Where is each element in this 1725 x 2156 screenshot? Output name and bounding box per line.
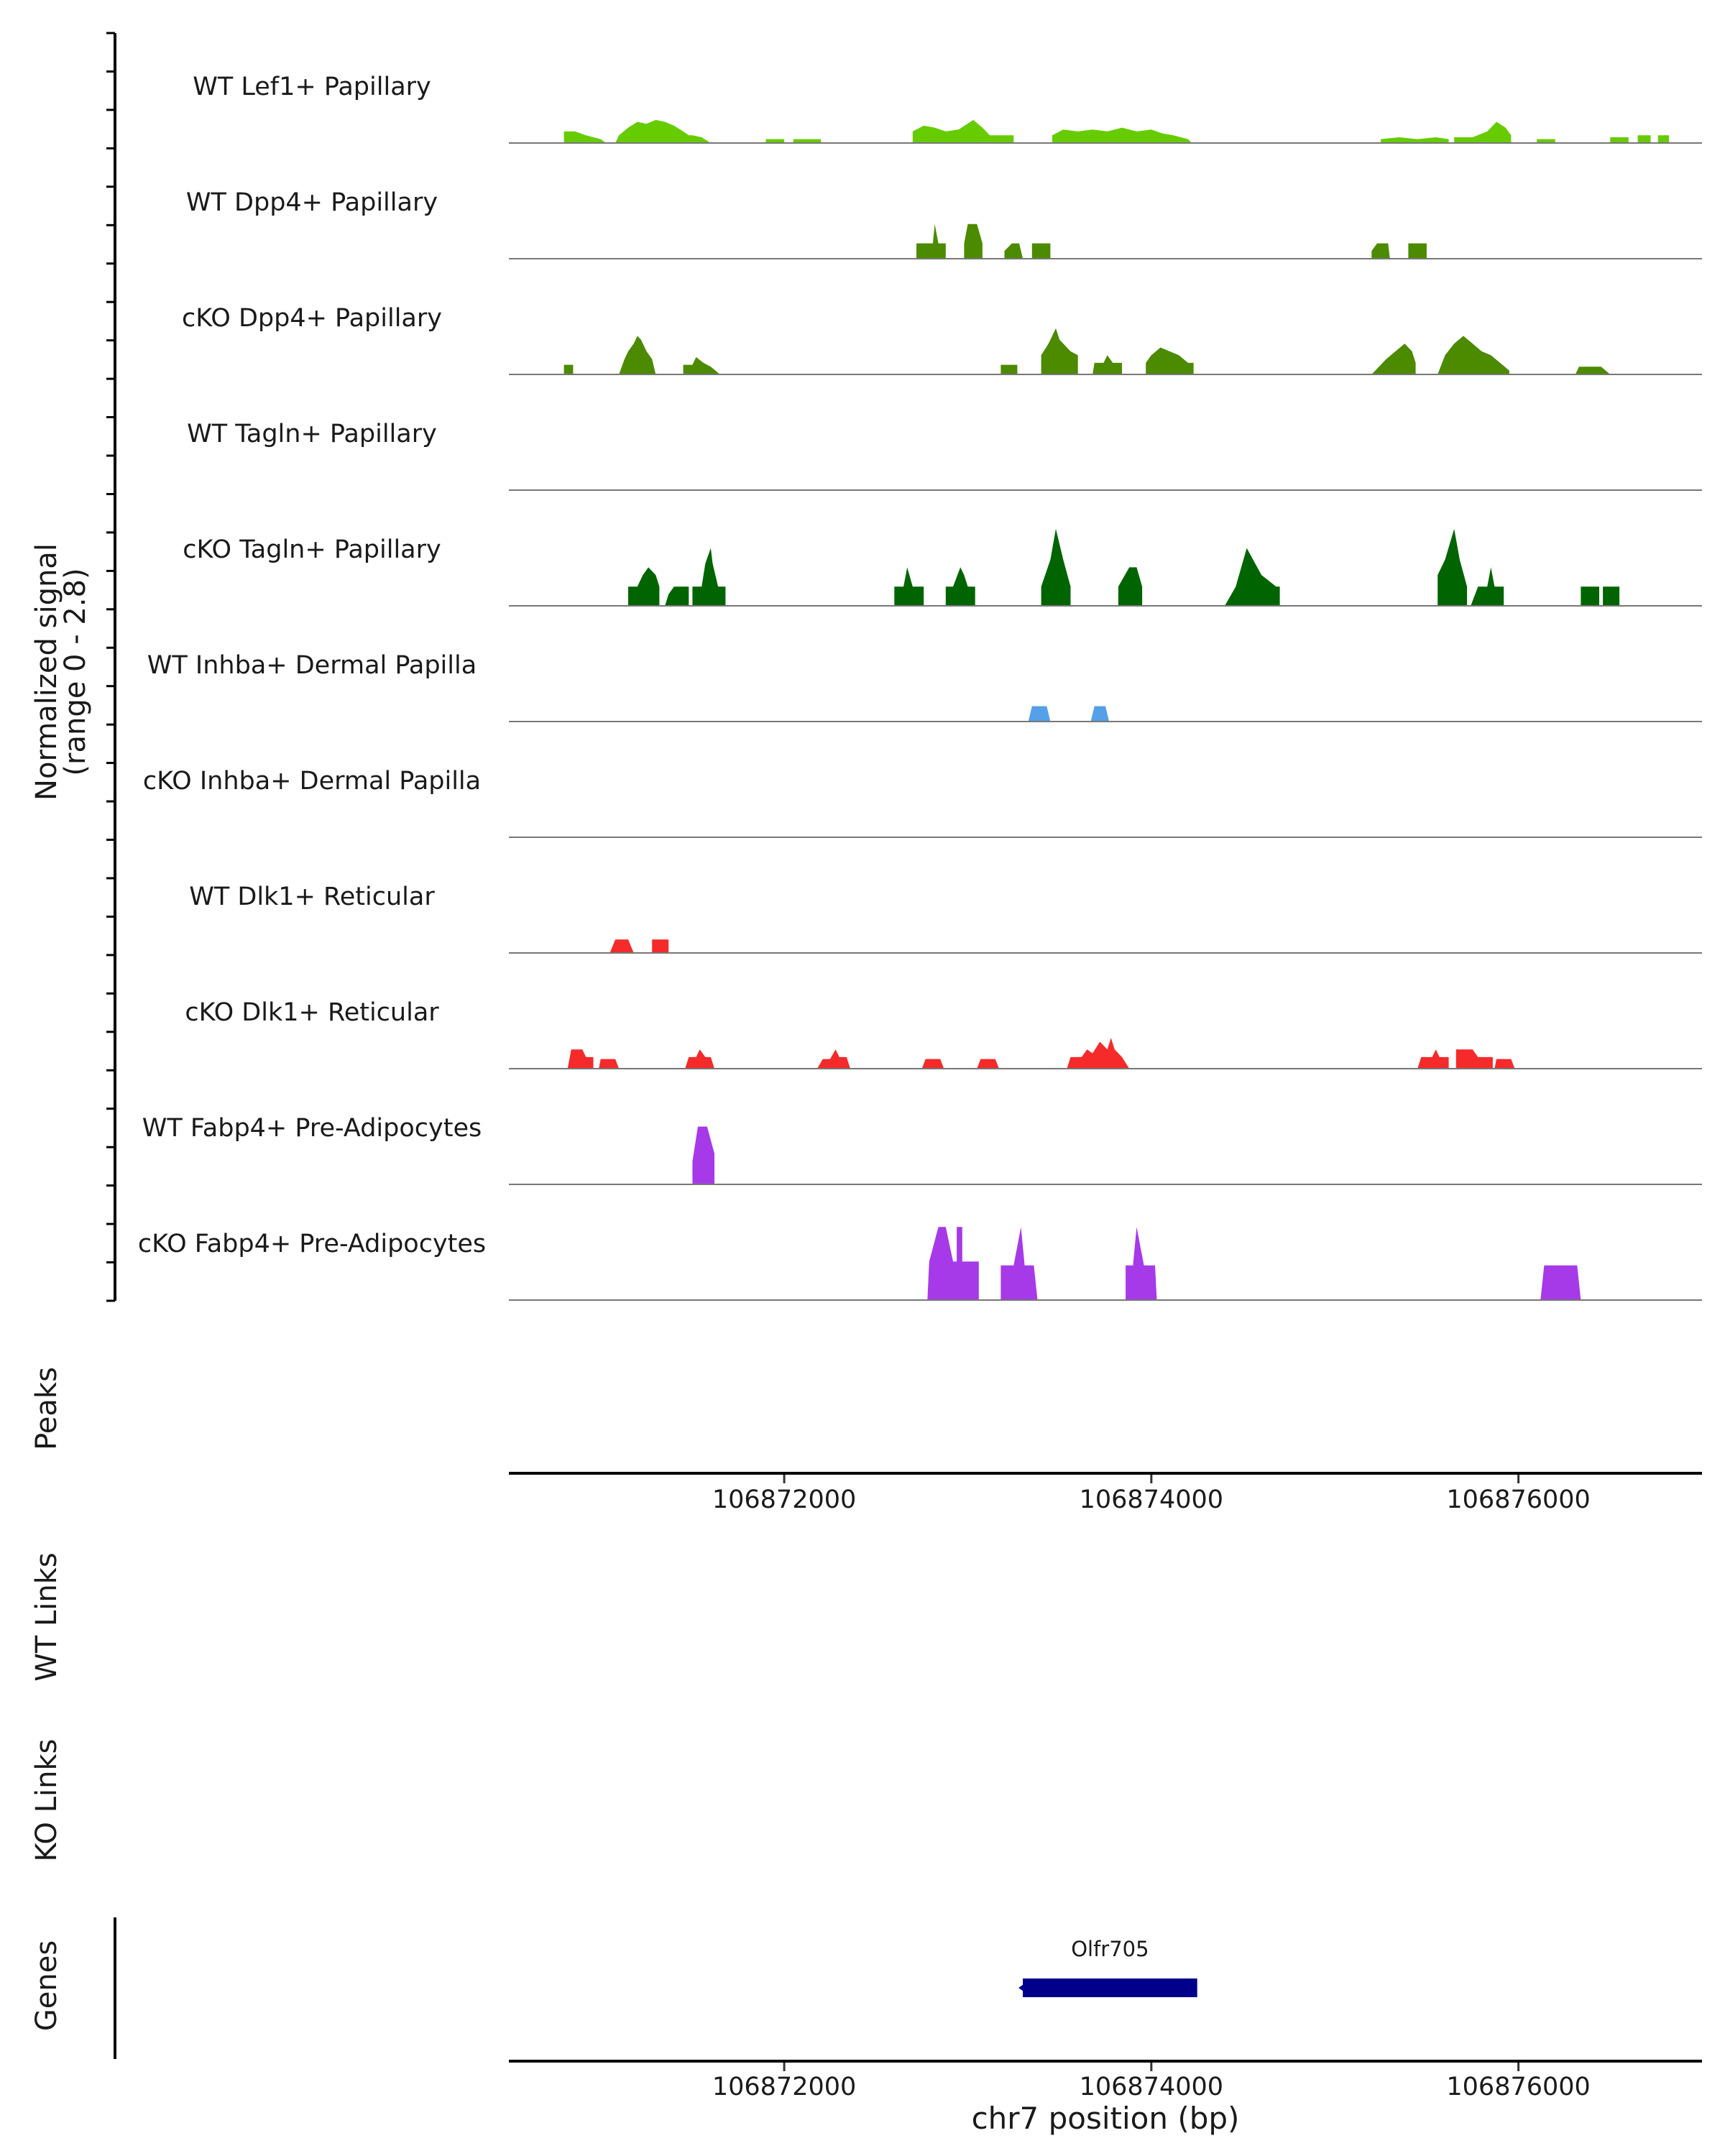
track-cko-fabp4-pre-adipocytes: cKO Fabp4+ Pre-Adipocytes	[138, 1227, 1702, 1301]
track-wt-tagln-papillary: WT Tagln+ Papillary	[187, 420, 1702, 491]
track-cko-dlk1-reticular: cKO Dlk1+ Reticular	[185, 998, 1702, 1069]
track-label: WT Inhba+ Dermal Papilla	[147, 651, 477, 680]
track-wt-fabp4-pre-adipocytes: WT Fabp4+ Pre-Adipocytes	[142, 1114, 1702, 1185]
gene-body	[1023, 1978, 1197, 1997]
track-label: WT Lef1+ Papillary	[193, 73, 431, 101]
coverage-tracks: WT Lef1+ Papillary WT Dpp4+ Papillary cKO …	[138, 73, 1702, 1301]
x-axis-label: chr7 position (bp)	[972, 2101, 1240, 2136]
ko-links-label: KO Links	[30, 1739, 63, 1862]
track-cko-dpp4-papillary: cKO Dpp4+ Papillary	[182, 304, 1702, 375]
gene-strand-arrow	[1018, 1981, 1029, 1995]
track-label: cKO Dpp4+ Papillary	[182, 304, 442, 333]
coverage-area	[610, 939, 669, 953]
coverage-area	[927, 1227, 1581, 1300]
x-tick-label: 106876000	[1446, 2073, 1590, 2101]
track-wt-dlk1-reticular: WT Dlk1+ Reticular	[189, 883, 1702, 954]
track-label: WT Dpp4+ Papillary	[186, 188, 438, 217]
track-wt-dpp4-papillary: WT Dpp4+ Papillary	[186, 188, 1702, 259]
peaks-label: Peaks	[30, 1367, 63, 1450]
y-axis-label: Normalized signal	[30, 543, 63, 801]
coverage-area	[628, 528, 1620, 606]
x-tick-label: 106872000	[712, 1485, 856, 1514]
track-label: cKO Tagln+ Papillary	[183, 535, 441, 564]
wt-links-label: WT Links	[30, 1552, 63, 1681]
x-tick-label: 106872000	[712, 2073, 856, 2101]
y-axis-ticks	[106, 32, 115, 1302]
track-label: cKO Fabp4+ Pre-Adipocytes	[138, 1230, 486, 1258]
coverage-area	[692, 1126, 714, 1184]
gene-annotations: Olfr705	[1018, 1937, 1197, 1997]
coverage-area	[564, 119, 1669, 143]
track-label: WT Tagln+ Papillary	[187, 420, 437, 448]
track-label: WT Dlk1+ Reticular	[189, 883, 435, 911]
track-label: WT Fabp4+ Pre-Adipocytes	[142, 1114, 482, 1143]
gene-label: Olfr705	[1071, 1937, 1149, 1961]
y-axis-range-label: (range 0 - 2.8)	[59, 568, 92, 775]
track-cko-tagln-papillary: cKO Tagln+ Papillary	[183, 528, 1702, 607]
coverage-area	[916, 224, 1427, 259]
track-label: cKO Inhba+ Dermal Papilla	[143, 767, 481, 796]
peaks-x-ticks: 106872000 106874000 106876000	[712, 1475, 1591, 1514]
coverage-area	[564, 328, 1611, 374]
genes-label: Genes	[30, 1940, 63, 2031]
x-tick-label: 106874000	[1080, 1485, 1223, 1514]
track-cko-inhba-dermal-papilla: cKO Inhba+ Dermal Papilla	[143, 767, 1702, 838]
genes-x-ticks: 106872000 106874000 106876000	[712, 2063, 1591, 2101]
coverage-area	[1028, 706, 1110, 722]
x-tick-label: 106874000	[1080, 2073, 1223, 2101]
track-label: cKO Dlk1+ Reticular	[185, 998, 439, 1027]
coverage-area	[567, 1038, 1515, 1069]
track-wt-inhba-dermal-papilla: WT Inhba+ Dermal Papilla	[147, 651, 1702, 722]
track-wt-lef1-papillary: WT Lef1+ Papillary	[193, 73, 1702, 144]
x-tick-label: 106876000	[1446, 1485, 1590, 1514]
